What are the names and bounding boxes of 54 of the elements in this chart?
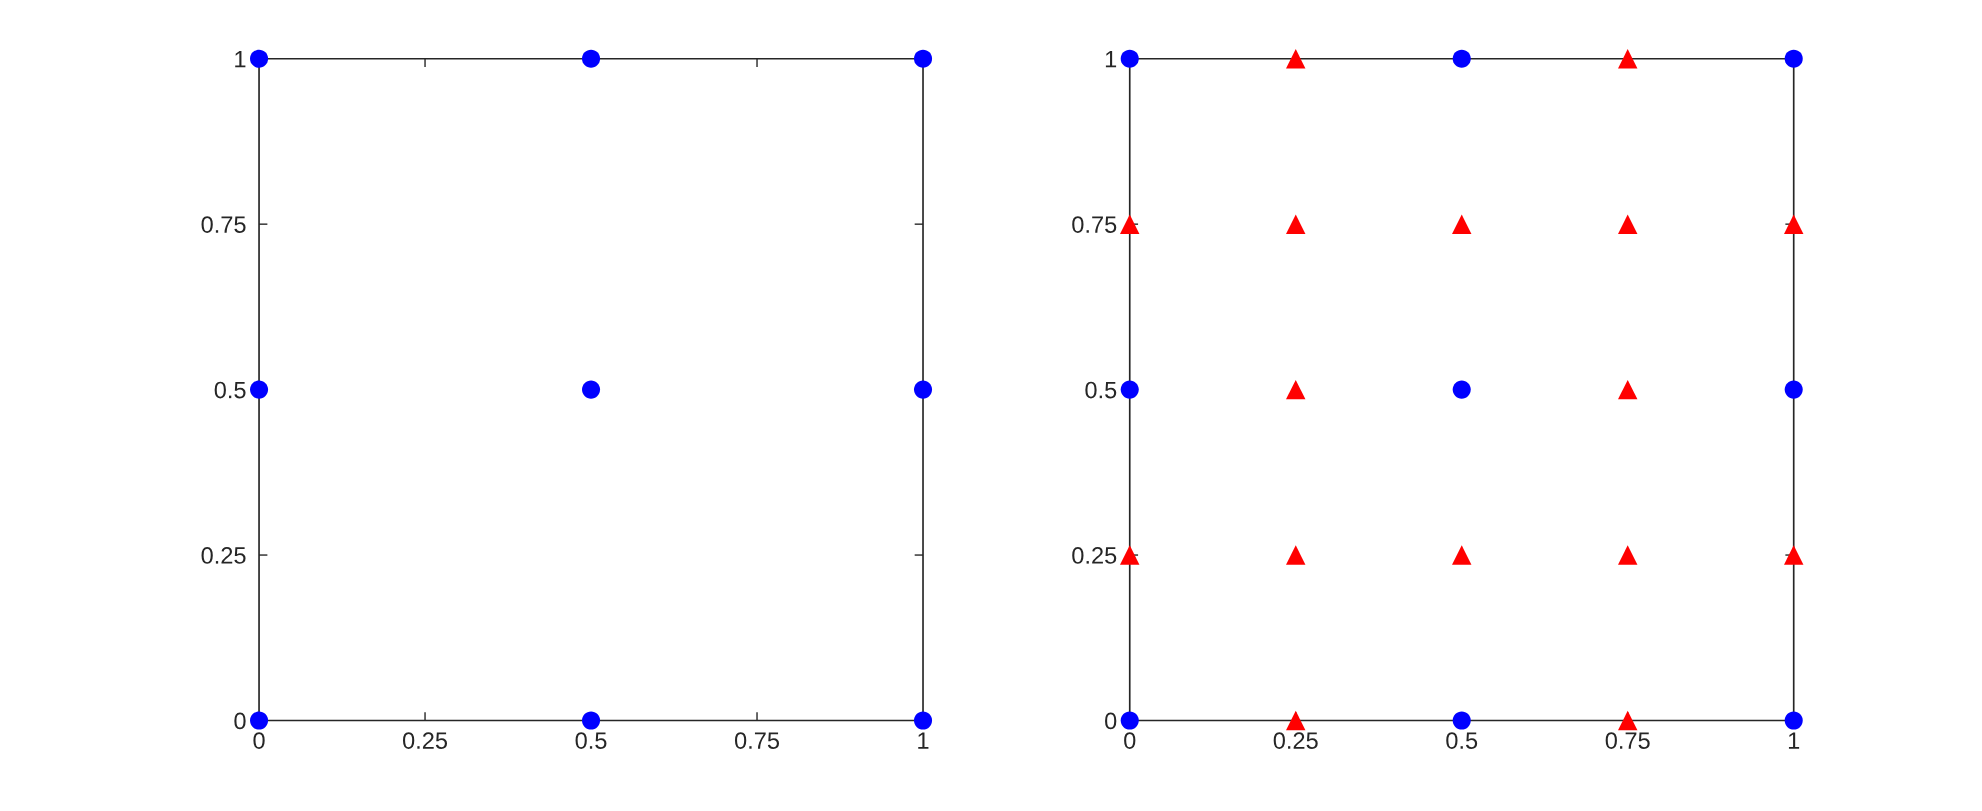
x-tick-label: 0.75 <box>1605 732 1650 749</box>
x-tick-label: 0.5 <box>1446 732 1478 749</box>
x-tick-label: 1 <box>1788 732 1800 749</box>
point <box>1452 214 1472 234</box>
point <box>250 49 269 68</box>
point <box>1783 214 1804 234</box>
point <box>1286 214 1306 234</box>
point <box>1286 545 1306 565</box>
point <box>1120 380 1139 399</box>
point <box>582 380 601 399</box>
point <box>1784 380 1803 399</box>
point <box>913 49 933 68</box>
point <box>1452 711 1471 730</box>
point <box>1452 49 1471 68</box>
point <box>1120 711 1139 730</box>
y-tick-label: 1 <box>235 51 246 68</box>
y-tick-label: 0.75 <box>1072 216 1117 233</box>
y-tick-label: 0.25 <box>201 547 246 564</box>
x-tick-label: 0 <box>1124 732 1136 749</box>
y-tick-label: 0.25 <box>1072 547 1117 564</box>
y-tick-label: 0 <box>234 712 246 730</box>
point <box>913 380 933 399</box>
y-tick-label: 0.5 <box>1085 381 1117 399</box>
y-tick-label: 0.75 <box>201 216 246 233</box>
y-tick-label: 0.5 <box>214 381 246 399</box>
point <box>250 711 269 730</box>
point <box>1120 214 1140 234</box>
point <box>913 711 933 730</box>
point <box>1452 545 1472 565</box>
point <box>1618 545 1638 565</box>
point <box>1286 710 1306 731</box>
point <box>1784 49 1803 68</box>
point <box>1120 49 1139 68</box>
point <box>582 711 601 730</box>
y-tick-label: 1 <box>1105 51 1117 68</box>
x-tick-label: 0.25 <box>1273 732 1318 749</box>
point <box>1286 379 1306 400</box>
point <box>1286 48 1306 69</box>
x-tick-label: 1 <box>918 732 929 749</box>
point <box>582 49 601 68</box>
point <box>1618 48 1638 69</box>
x-tick-label: 0.25 <box>402 732 448 749</box>
y-tick-label: 0 <box>1105 712 1117 730</box>
point <box>1618 710 1638 731</box>
point <box>1618 379 1638 400</box>
point <box>1452 380 1471 399</box>
x-tick-label: 0 <box>253 732 265 749</box>
point <box>1784 711 1803 730</box>
point <box>1618 214 1638 234</box>
point <box>1120 545 1140 565</box>
point <box>1783 545 1804 565</box>
point <box>250 380 269 399</box>
x-tick-label: 0.75 <box>734 732 780 749</box>
x-tick-label: 0.5 <box>575 732 607 749</box>
